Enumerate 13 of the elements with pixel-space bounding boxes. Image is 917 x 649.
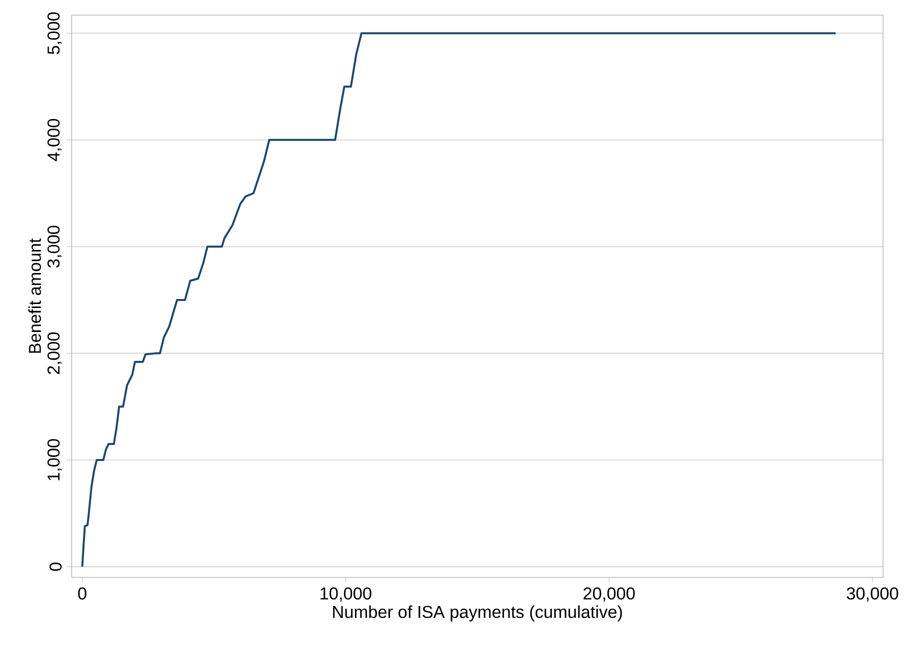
x-tick-label: 20,000 [584,587,635,602]
x-tick-label: 10,000 [320,587,372,602]
y-tick-label: 5,000 [47,12,62,54]
y-tick-label: 4,000 [47,118,62,162]
y-tick-label: 2,000 [47,332,62,374]
x-axis-title: Number of ISA payments (cumulative) [333,605,622,622]
line-series [81,32,837,568]
y-tick-label: 3,000 [47,226,62,268]
y-tick-label: 1,000 [47,439,62,480]
x-tick-label: 30,000 [846,587,898,602]
x-tick-label: 0 [78,587,86,600]
y-axis-title: Benefit amount [28,238,42,353]
y-tick-label: 0 [50,562,62,571]
